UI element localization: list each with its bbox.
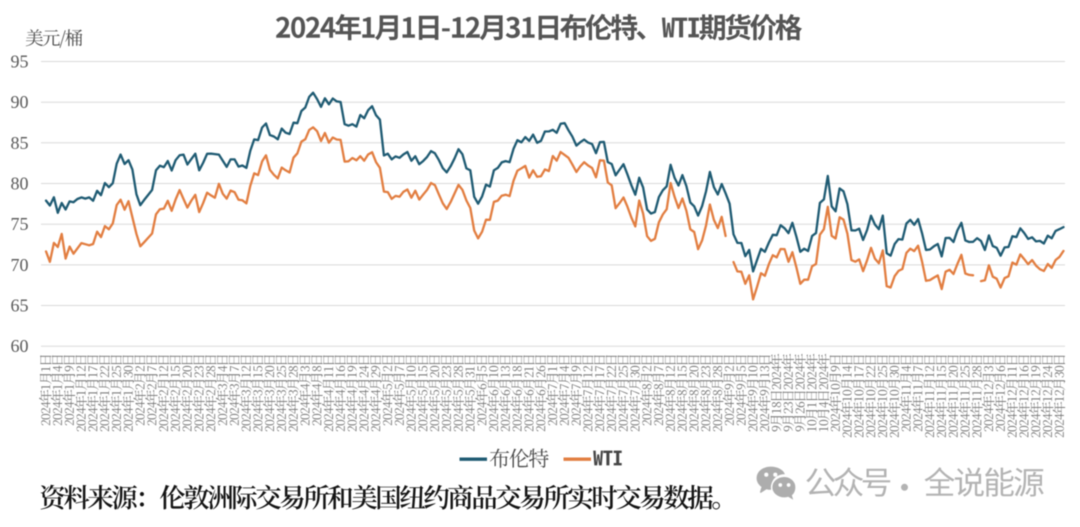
svg-text:90: 90 [11, 92, 29, 112]
svg-text:85: 85 [11, 133, 29, 153]
svg-text:80: 80 [11, 174, 29, 194]
svg-text:60: 60 [11, 336, 29, 356]
svg-text:95: 95 [11, 52, 29, 72]
svg-text:65: 65 [11, 296, 29, 316]
svg-text:75: 75 [11, 214, 29, 234]
svg-text:70: 70 [11, 255, 29, 275]
